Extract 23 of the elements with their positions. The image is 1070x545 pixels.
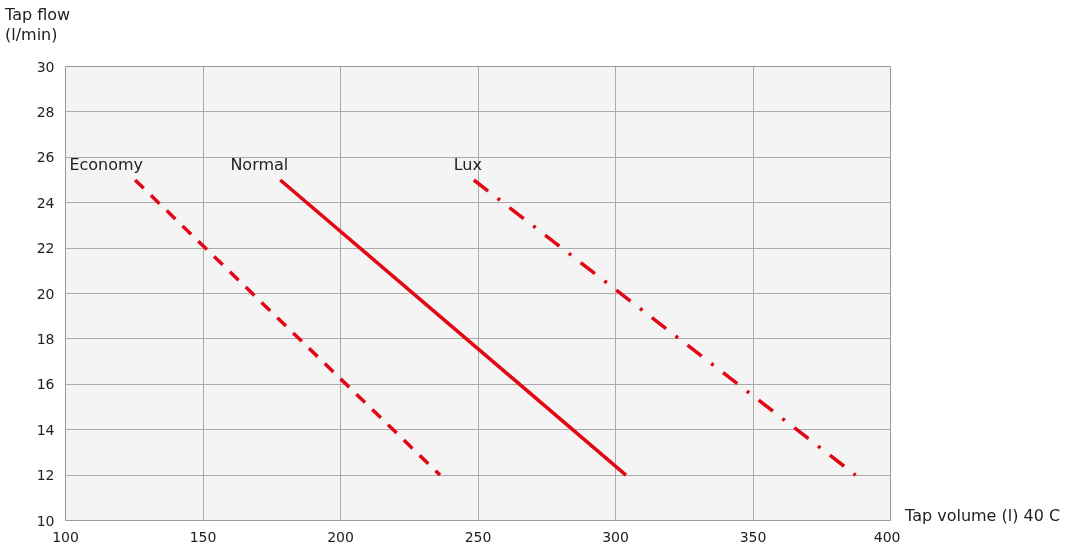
y-tick-label: 26 bbox=[36, 149, 55, 166]
y-tick-label: 20 bbox=[36, 285, 55, 302]
y-tick-label: 12 bbox=[36, 467, 55, 484]
series-label: Normal bbox=[230, 155, 289, 174]
y-tick-label: 18 bbox=[36, 330, 55, 347]
y-tick-label: 22 bbox=[36, 240, 55, 257]
y-tick-label: 30 bbox=[36, 58, 55, 75]
x-tick-label: 100 bbox=[52, 528, 79, 545]
x-tick-label: 150 bbox=[189, 528, 217, 545]
y-tick-label: 10 bbox=[36, 512, 55, 529]
y-tick-label: 16 bbox=[36, 376, 55, 393]
series-label: Economy bbox=[69, 155, 144, 174]
y-tick-label: 28 bbox=[36, 103, 55, 120]
x-tick-label: 350 bbox=[739, 528, 767, 545]
x-axis-title: Tap volume (l) 40 C bbox=[905, 506, 1061, 526]
x-tick-label: 200 bbox=[327, 528, 354, 545]
series-label: Lux bbox=[453, 155, 482, 174]
x-tick-label: 300 bbox=[602, 528, 629, 545]
x-tick-label: 400 bbox=[873, 528, 901, 545]
y-axis-title: Tap flow (l/min) bbox=[5, 5, 71, 45]
x-tick-label: 250 bbox=[464, 528, 492, 545]
y-tick-label: 24 bbox=[36, 194, 55, 211]
y-tick-label: 14 bbox=[36, 421, 55, 438]
